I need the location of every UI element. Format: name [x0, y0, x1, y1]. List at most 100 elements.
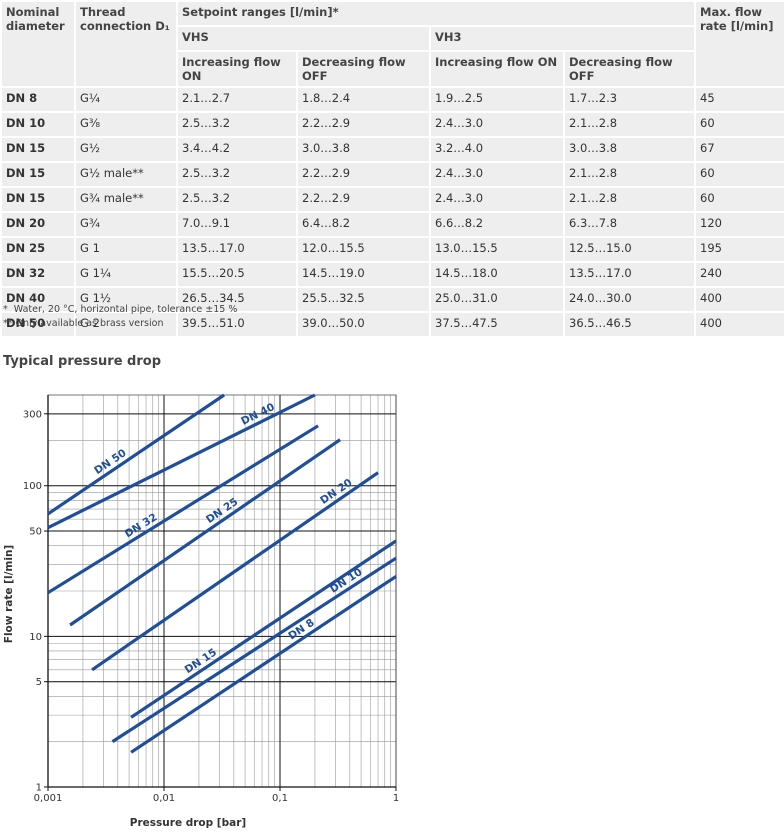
table-cell: 14.5…19.0: [296, 261, 431, 288]
table-cell: DN 50: [0, 311, 76, 338]
header-cell: Thread connection D₁: [74, 0, 178, 88]
flow-curve: [111, 556, 397, 743]
table-cell: 2.1…2.8: [563, 186, 696, 213]
table-cell: DN 15: [0, 186, 76, 213]
table-cell: 45: [694, 86, 784, 113]
x-tick-label: 0,01: [153, 793, 175, 804]
table-row: DN 32 G 1¼ 15.5…20.5 14.5…19.0 14.5…18.0 13.5…: [0, 261, 784, 288]
table-cell: 60: [694, 186, 784, 213]
flow-curve: [130, 539, 397, 719]
table-cell: 24.0…30.0: [563, 286, 696, 313]
table-cell: DN 25: [0, 236, 76, 263]
table-cell: 3.0…3.8: [296, 136, 431, 163]
table-cell: DN 40: [0, 286, 76, 313]
table-cell: 6.3…7.8: [563, 211, 696, 238]
table-cell: 36.5…46.5: [563, 311, 696, 338]
table-cell: G⅜: [74, 111, 178, 138]
table-cell: 400: [694, 286, 784, 313]
table-cell: 2.2…2.9: [296, 161, 431, 188]
table-cell: 2.4…3.0: [429, 161, 565, 188]
x-tick-label: 0,1: [272, 793, 288, 804]
table-cell: 12.0…15.5: [296, 236, 431, 263]
header-cell: Increasing flow ON: [429, 50, 565, 88]
header-cell: Max. flow rate [l/min]: [694, 0, 784, 88]
table-row: DN 15 G½ 3.4…4.2 3.0…3.8 3.2…4.0 3.0…3.8 67: [0, 136, 784, 163]
table-cell: 13.0…15.5: [429, 236, 565, 263]
table-row: DN 15 G¾ male** 2.5…3.2 2.2…2.9 2.4…3.0 2.1…2…: [0, 186, 784, 213]
table-cell: 13.5…17.0: [563, 261, 696, 288]
table-cell: 37.5…47.5: [429, 311, 565, 338]
table-cell: 39.5…51.0: [176, 311, 298, 338]
table-cell: 60: [694, 111, 784, 138]
chart: Flow rate [l/min] Pressure drop [bar] 0,…: [3, 393, 399, 829]
header-cell: Decreasing flow OFF: [296, 50, 431, 88]
table-cell: DN 32: [0, 261, 76, 288]
x-axis-label: Pressure drop [bar]: [130, 817, 246, 829]
table-cell: 2.5…3.2: [176, 161, 298, 188]
flow-curve: [91, 471, 379, 672]
table-cell: 2.1…2.8: [563, 111, 696, 138]
header-cell: VHS: [176, 25, 431, 52]
table-cell: G¼: [74, 86, 178, 113]
flow-curve: [47, 393, 316, 530]
table-cell: 25.5…32.5: [296, 286, 431, 313]
table-cell: 6.6…8.2: [429, 211, 565, 238]
table-cell: 7.0…9.1: [176, 211, 298, 238]
header-cell: Nominal diameter: [0, 0, 76, 88]
flow-curve: [47, 424, 319, 595]
table-row: DN 20 G¾ 7.0…9.1 6.4…8.2 6.6…8.2 6.3…7.8 120: [0, 211, 784, 238]
table-cell: DN 8: [0, 86, 76, 113]
table-cell: 2.4…3.0: [429, 186, 565, 213]
table-cell: 6.4…8.2: [296, 211, 431, 238]
table-cell: 25.0…31.0: [429, 286, 565, 313]
table-cell: G¾: [74, 211, 178, 238]
table-cell: 1.7…2.3: [563, 86, 696, 113]
table-cell: 2.2…2.9: [296, 111, 431, 138]
table-cell: DN 10: [0, 111, 76, 138]
footnote: * Water, 20 °C, horizontal pipe, toleran…: [3, 304, 238, 315]
table-cell: 3.4…4.2: [176, 136, 298, 163]
y-tick-label: 300: [23, 409, 42, 420]
table-cell: 13.5…17.0: [176, 236, 298, 263]
table-cell: 26.5…34.5: [176, 286, 298, 313]
table-cell: 2.2…2.9: [296, 186, 431, 213]
table-cell: 14.5…18.0: [429, 261, 565, 288]
x-tick-label: 1: [393, 793, 399, 804]
footnotes: * Water, 20 °C, horizontal pipe, toleran…: [3, 303, 237, 331]
table-row: DN 10 G⅜ 2.5…3.2 2.2…2.9 2.4…3.0 2.1…2.8 60: [0, 111, 784, 138]
table-row: DN 25 G 1 13.5…17.0 12.0…15.5 13.0…15.5 12.5……: [0, 236, 784, 263]
table-body: DN 8 G¼ 2.1…2.7 1.8…2.4 1.9…2.5 1.7…2.3 45 DN 1…: [0, 86, 784, 338]
table-cell: 12.5…15.0: [563, 236, 696, 263]
table-cell: DN 15: [0, 136, 76, 163]
table-cell: 2.5…3.2: [176, 111, 298, 138]
table-cell: 3.2…4.0: [429, 136, 565, 163]
y-tick-label: 5: [36, 677, 42, 688]
table-cell: 60: [694, 161, 784, 188]
table-cell: 2.5…3.2: [176, 186, 298, 213]
table-row: DN 8 G¼ 2.1…2.7 1.8…2.4 1.9…2.5 1.7…2.3 45: [0, 86, 784, 113]
y-tick-label: 1: [36, 783, 42, 794]
table-cell: 3.0…3.8: [563, 136, 696, 163]
flow-curve: [130, 575, 397, 754]
table-cell: G 2: [74, 311, 178, 338]
header-cell: Decreasing flow OFF: [563, 50, 696, 88]
table-cell: G 1¼: [74, 261, 178, 288]
table-cell: G 1½: [74, 286, 178, 313]
table-cell: DN 15: [0, 161, 76, 188]
header-cell: Increasing flow ON: [176, 50, 298, 88]
table-cell: G½ male**: [74, 161, 178, 188]
spec-table: Nominal diameter Thread connection D₁ Se…: [0, 0, 784, 338]
flow-curve: [69, 438, 342, 627]
table-cell: 67: [694, 136, 784, 163]
header-cell: Setpoint ranges [l/min]*: [176, 0, 696, 27]
table-row: DN 15 G½ male** 2.5…3.2 2.2…2.9 2.4…3.0 2.1…2…: [0, 161, 784, 188]
table-cell: 195: [694, 236, 784, 263]
y-tick-label: 100: [23, 481, 42, 492]
table-cell: G 1: [74, 236, 178, 263]
x-tick-label: 0,001: [34, 793, 63, 804]
header-cell: VH3: [429, 25, 696, 52]
y-axis-label: Flow rate [l/min]: [3, 545, 15, 643]
table-cell: 120: [694, 211, 784, 238]
table-cell: DN 20: [0, 211, 76, 238]
